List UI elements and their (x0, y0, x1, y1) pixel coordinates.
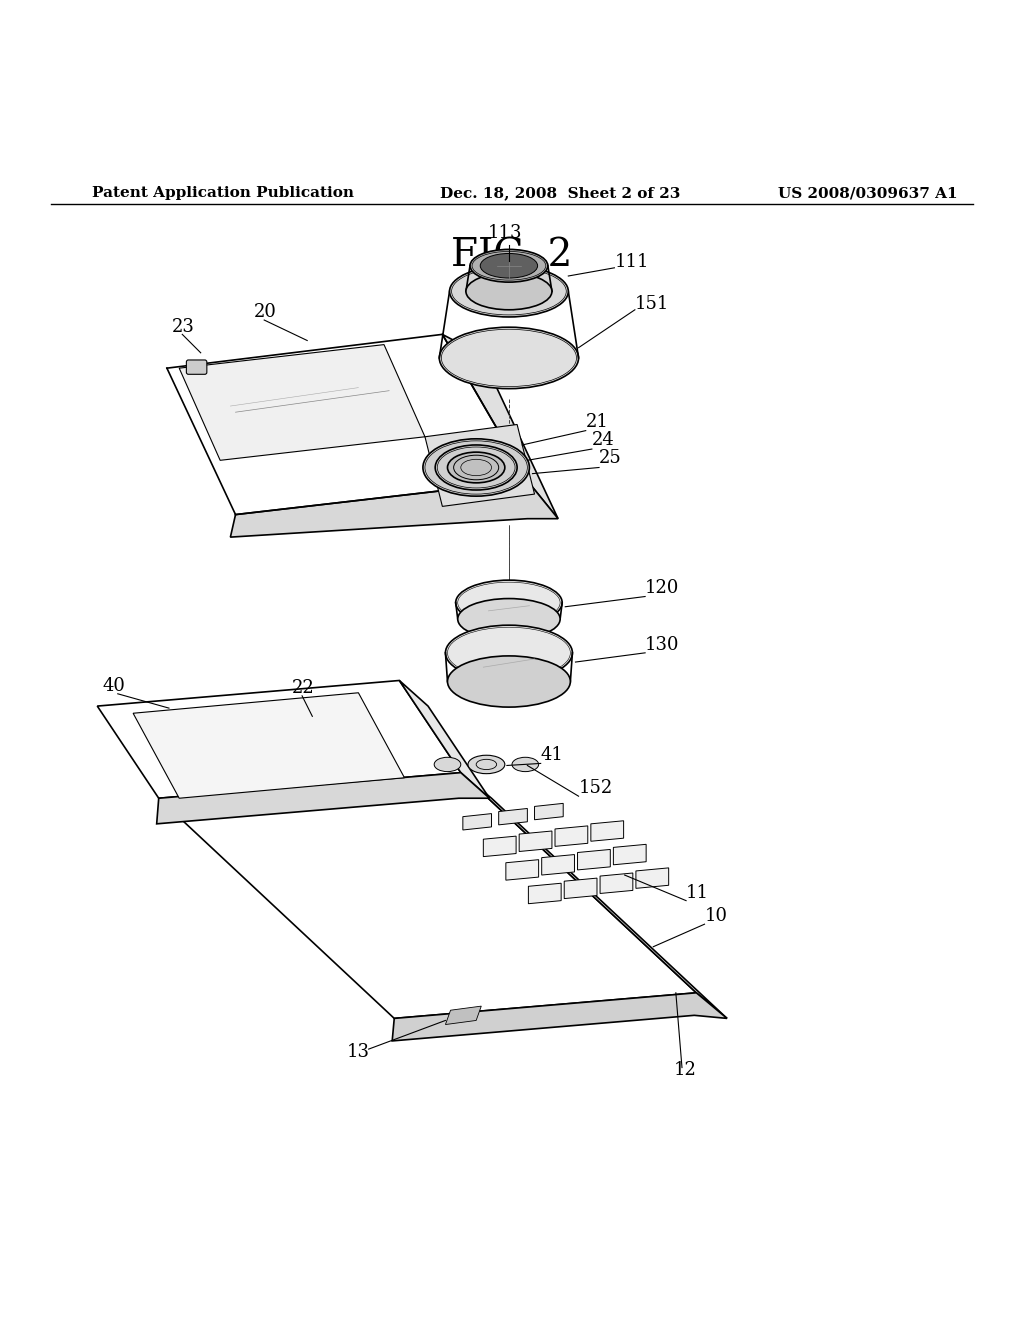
Ellipse shape (468, 755, 505, 774)
Polygon shape (425, 425, 535, 507)
Text: 130: 130 (645, 636, 680, 653)
Text: 20: 20 (254, 304, 276, 321)
Ellipse shape (447, 453, 505, 483)
Text: 120: 120 (645, 579, 680, 598)
Text: 113: 113 (487, 224, 522, 242)
Polygon shape (613, 845, 646, 865)
Text: 41: 41 (541, 746, 563, 764)
Text: 21: 21 (586, 413, 608, 430)
Ellipse shape (434, 758, 461, 772)
Polygon shape (506, 859, 539, 880)
Text: 12: 12 (674, 1061, 696, 1078)
Text: 25: 25 (599, 449, 622, 467)
Polygon shape (600, 873, 633, 894)
Ellipse shape (470, 249, 548, 282)
Polygon shape (591, 821, 624, 841)
Ellipse shape (439, 327, 579, 388)
Text: 152: 152 (579, 779, 612, 797)
Ellipse shape (480, 253, 538, 279)
Text: 23: 23 (172, 318, 195, 337)
Polygon shape (461, 772, 727, 1019)
Polygon shape (636, 867, 669, 888)
Polygon shape (519, 832, 552, 851)
Polygon shape (148, 333, 532, 527)
Ellipse shape (423, 438, 529, 496)
Ellipse shape (458, 598, 560, 639)
Polygon shape (564, 878, 597, 899)
Ellipse shape (445, 626, 572, 681)
FancyBboxPatch shape (186, 360, 207, 375)
Text: FIG. 2: FIG. 2 (452, 238, 572, 275)
Ellipse shape (447, 656, 570, 708)
Text: US 2008/0309637 A1: US 2008/0309637 A1 (778, 186, 957, 201)
Polygon shape (535, 804, 563, 820)
Polygon shape (499, 808, 527, 825)
Ellipse shape (466, 273, 552, 310)
Polygon shape (159, 772, 696, 1019)
Text: 40: 40 (102, 677, 125, 694)
Text: 11: 11 (686, 883, 709, 902)
Polygon shape (392, 993, 727, 1041)
Ellipse shape (512, 758, 539, 772)
Text: Dec. 18, 2008  Sheet 2 of 23: Dec. 18, 2008 Sheet 2 of 23 (440, 186, 681, 201)
Polygon shape (528, 883, 561, 904)
Polygon shape (230, 480, 558, 537)
Text: 111: 111 (614, 253, 649, 271)
Polygon shape (555, 826, 588, 846)
Text: 13: 13 (347, 1043, 370, 1061)
Polygon shape (97, 681, 461, 799)
Text: 10: 10 (705, 907, 727, 925)
Text: 24: 24 (592, 430, 614, 449)
Ellipse shape (450, 265, 568, 317)
Polygon shape (578, 850, 610, 870)
Polygon shape (542, 854, 574, 875)
Polygon shape (463, 813, 492, 830)
Polygon shape (442, 334, 558, 519)
Polygon shape (399, 681, 489, 799)
Polygon shape (179, 345, 425, 461)
Ellipse shape (456, 579, 562, 626)
Polygon shape (483, 836, 516, 857)
Text: 22: 22 (292, 678, 314, 697)
Text: Patent Application Publication: Patent Application Publication (92, 186, 354, 201)
Polygon shape (133, 693, 404, 799)
Text: 151: 151 (635, 294, 670, 313)
Polygon shape (157, 772, 489, 824)
Polygon shape (445, 1006, 481, 1024)
